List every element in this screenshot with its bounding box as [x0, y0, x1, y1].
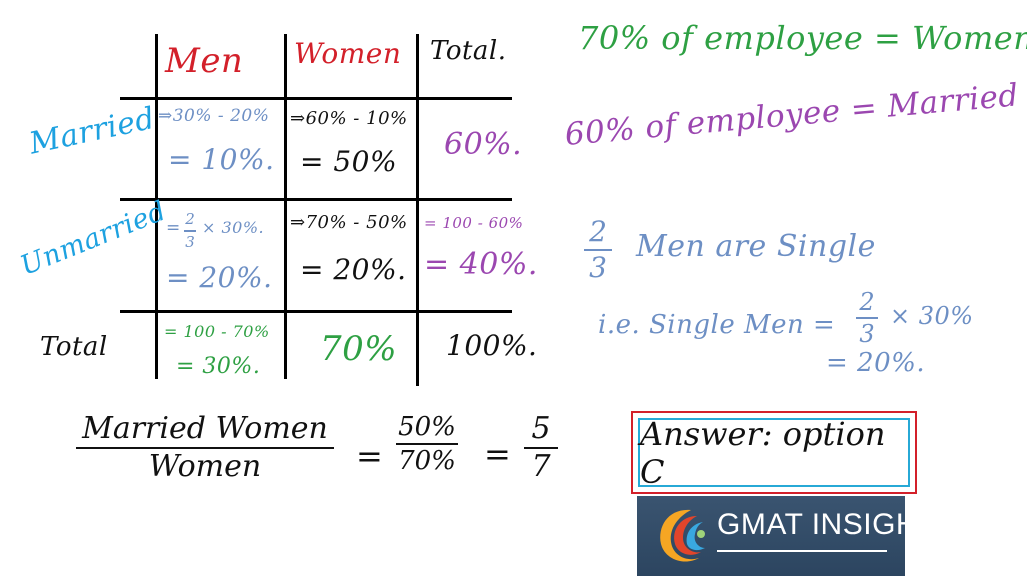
equation-mid-den: 70%: [398, 446, 456, 476]
married-men-calc: ⇒30% - 20%: [158, 106, 270, 126]
unmarried-women-value: = 20%.: [300, 253, 407, 286]
equation-lhs-fraction: Married Women Women: [76, 414, 334, 482]
row-label-unmarried: Unmarried: [16, 195, 171, 282]
married-women-calc: ⇒60% - 10%: [290, 108, 408, 129]
note-single-calc-fraction: 2 3: [856, 290, 878, 346]
unmarried-total-value: = 40%.: [424, 247, 538, 282]
grid-line-h2: [120, 198, 512, 201]
logo-underline: [717, 550, 887, 552]
header-men: Men: [165, 41, 244, 81]
married-women-value: = 50%: [300, 145, 398, 178]
note-single-calc-suffix: × 30%: [890, 302, 974, 330]
unmarried-men-suffix: × 30%.: [202, 218, 265, 237]
unmarried-total-calc: = 100 - 60%: [424, 214, 524, 232]
logo-swirl-icon: [660, 509, 705, 562]
equation-rhs-num: 5: [531, 411, 551, 446]
row-label-total: Total: [40, 332, 108, 362]
note-single-frac-den: 3: [589, 251, 607, 284]
grid-line-v2: [284, 34, 287, 379]
note-single-calc-prefix: i.e. Single Men =: [598, 310, 836, 340]
grid-line-v1: [155, 34, 158, 379]
header-total: Total.: [430, 36, 507, 66]
unmarried-men-value: = 20%.: [166, 261, 273, 294]
grid-line-h3: [120, 310, 512, 313]
equation-rhs-fraction: 5 7: [524, 414, 558, 482]
note-single-calc-den: 3: [859, 320, 875, 348]
note-single-fraction: 2 3: [584, 218, 612, 282]
note-single-text: Men are Single: [636, 229, 876, 264]
unmarried-women-calc: ⇒70% - 50%: [290, 212, 408, 233]
note-single-frac-num: 2: [589, 215, 607, 248]
equation-equals-2: =: [484, 435, 512, 473]
equation-mid-num: 50%: [398, 412, 456, 442]
married-total: 60%.: [444, 127, 523, 162]
gmat-insight-logo: GMAT INSIGHT: [637, 496, 905, 576]
answer-box: Answer: option C: [631, 411, 917, 494]
equation-rhs-den: 7: [531, 449, 551, 484]
answer-box-inner: Answer: option C: [638, 415, 910, 491]
header-women: Women: [294, 37, 402, 70]
total-total: 100%.: [446, 329, 538, 362]
note-single-calc-result: = 20%.: [826, 348, 926, 378]
equation-mid-fraction: 50% 70%: [396, 414, 458, 474]
total-men-value: = 30%.: [176, 354, 261, 379]
unmarried-men-frac-den: 3: [185, 233, 195, 251]
grid-line-h1: [120, 97, 512, 100]
answer-label: Answer: option C: [640, 414, 886, 491]
note-women-share: 70% of employee = Women: [578, 19, 1027, 57]
equation-lhs-num: Married Women: [82, 411, 328, 446]
equation-lhs-den: Women: [148, 449, 262, 484]
logo-text: GMAT INSIGHT: [717, 508, 905, 541]
total-women: 70%: [320, 329, 398, 369]
married-men-value: = 10%.: [168, 143, 275, 176]
note-married-share: 60% of employee = Married: [563, 77, 1021, 153]
unmarried-men-frac-num: 2: [185, 210, 195, 228]
unmarried-men-prefix: =: [166, 218, 181, 238]
total-men-calc: = 100 - 70%: [164, 322, 270, 341]
unmarried-men-fraction: 2 3: [184, 212, 196, 250]
row-label-married: Married: [26, 100, 159, 162]
grid-line-v3: [416, 34, 419, 386]
equation-equals-1: =: [356, 437, 384, 475]
note-single-calc-num: 2: [859, 288, 875, 316]
